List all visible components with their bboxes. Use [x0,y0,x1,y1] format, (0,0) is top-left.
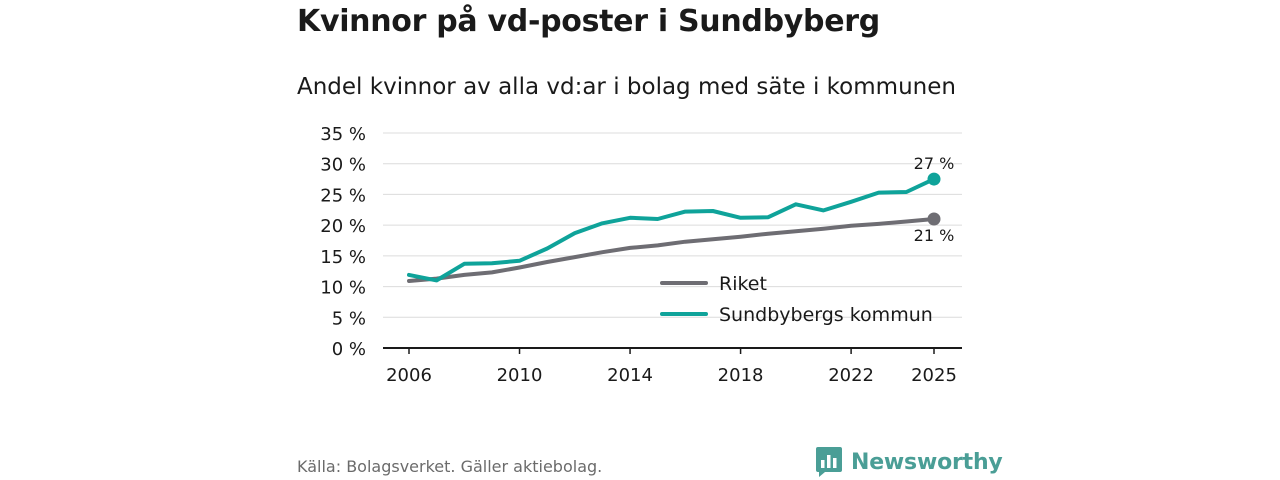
x-tick-label: 2006 [386,365,432,386]
source-note: Källa: Bolagsverket. Gäller aktiebolag. [297,457,603,476]
y-tick-label: 20 % [320,216,366,237]
y-tick-label: 10 % [320,278,366,299]
series-end-label: 21 % [914,226,955,245]
series-lines: 21 % 27 % [407,154,955,283]
y-tick-label: 0 % [332,339,366,360]
series-end-point [927,172,941,186]
y-tick-label: 35 % [320,124,366,145]
legend: Riket Sundbybergs kommun [660,273,933,326]
legend-label: Sundbybergs kommun [719,304,933,326]
newsworthy-logo: Newsworthy [815,446,1003,478]
x-tick-label: 2018 [718,365,764,386]
line-chart: 0 % 5 % 10 % 15 % 20 % 25 % 30 % 35 % 2006 2010 20… [320,124,962,386]
series-line-sundbyberg [407,177,936,283]
chart-subtitle: Andel kvinnor av alla vd:ar i bolag med … [297,74,956,100]
brand-name: Newsworthy [851,449,1003,475]
axes: 0 % 5 % 10 % 15 % 20 % 25 % 30 % 35 % 2006 2010 20… [320,124,962,386]
series-end-label: 27 % [914,154,955,173]
legend-label: Riket [719,273,767,295]
y-tick-label: 15 % [320,247,366,268]
x-tick-label: 2022 [828,365,874,386]
y-tick-label: 30 % [320,155,366,176]
series-end-point [927,212,941,226]
x-tick-label: 2025 [911,365,957,386]
bar-chart-icon [816,447,842,477]
series-line-riket [407,217,936,283]
x-tick-label: 2010 [497,365,543,386]
y-tick-label: 5 % [332,308,366,329]
x-tick-label: 2014 [607,365,653,386]
y-tick-label: 25 % [320,185,366,206]
chart-title: Kvinnor på vd-poster i Sundbyberg [297,4,880,39]
